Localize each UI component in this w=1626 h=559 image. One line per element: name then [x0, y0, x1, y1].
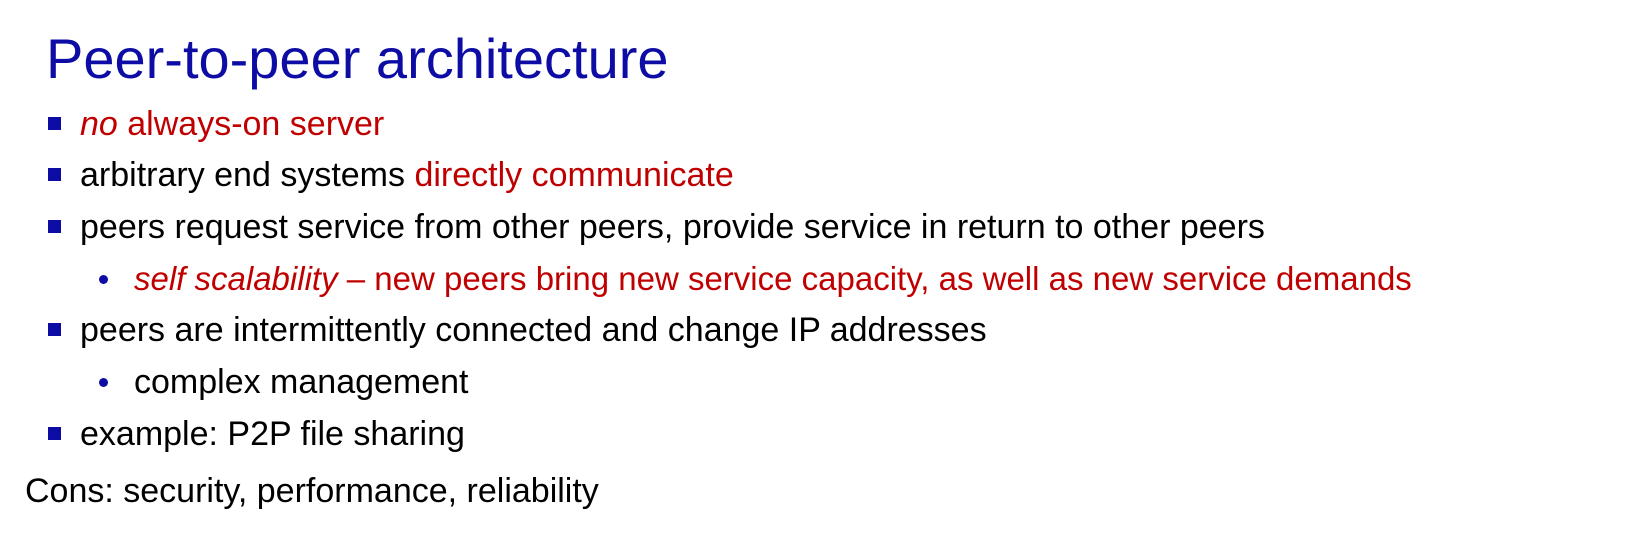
cons-text: Cons: security, performance, reliability [25, 472, 599, 510]
emphasis-text: no [80, 105, 118, 143]
emphasis-text: self scalability [134, 260, 338, 297]
sub-bullet-item: self scalability – new peers bring new s… [134, 257, 1412, 301]
highlight-text: always-on server [117, 105, 385, 143]
bullet-square-icon [48, 117, 61, 130]
bullet-text: arbitrary end systems [80, 156, 415, 194]
bullet-square-icon [48, 427, 61, 440]
bullet-item: example: P2P file sharing [80, 412, 465, 456]
slide-title: Peer-to-peer architecture [46, 27, 669, 90]
bullet-item: peers request service from other peers, … [80, 205, 1265, 249]
highlight-text: directly communicate [414, 156, 734, 194]
bullet-dot-icon [99, 275, 108, 284]
bullet-square-icon [48, 168, 61, 181]
bullet-item: peers are intermittently connected and c… [80, 308, 987, 352]
bullet-square-icon [48, 220, 61, 233]
bullet-square-icon [48, 323, 61, 336]
bullet-text: complex management [134, 363, 469, 401]
sub-bullet-item: complex management [134, 360, 469, 404]
highlight-text: – new peers bring new service capacity, … [337, 260, 1412, 297]
bullet-text: peers are intermittently connected and c… [80, 311, 987, 349]
bullet-item: arbitrary end systems directly communica… [80, 153, 734, 197]
bullet-dot-icon [99, 378, 108, 387]
bullet-item: no always-on server [80, 102, 384, 146]
bullet-text: peers request service from other peers, … [80, 208, 1265, 246]
bullet-text: example: P2P file sharing [80, 415, 465, 453]
